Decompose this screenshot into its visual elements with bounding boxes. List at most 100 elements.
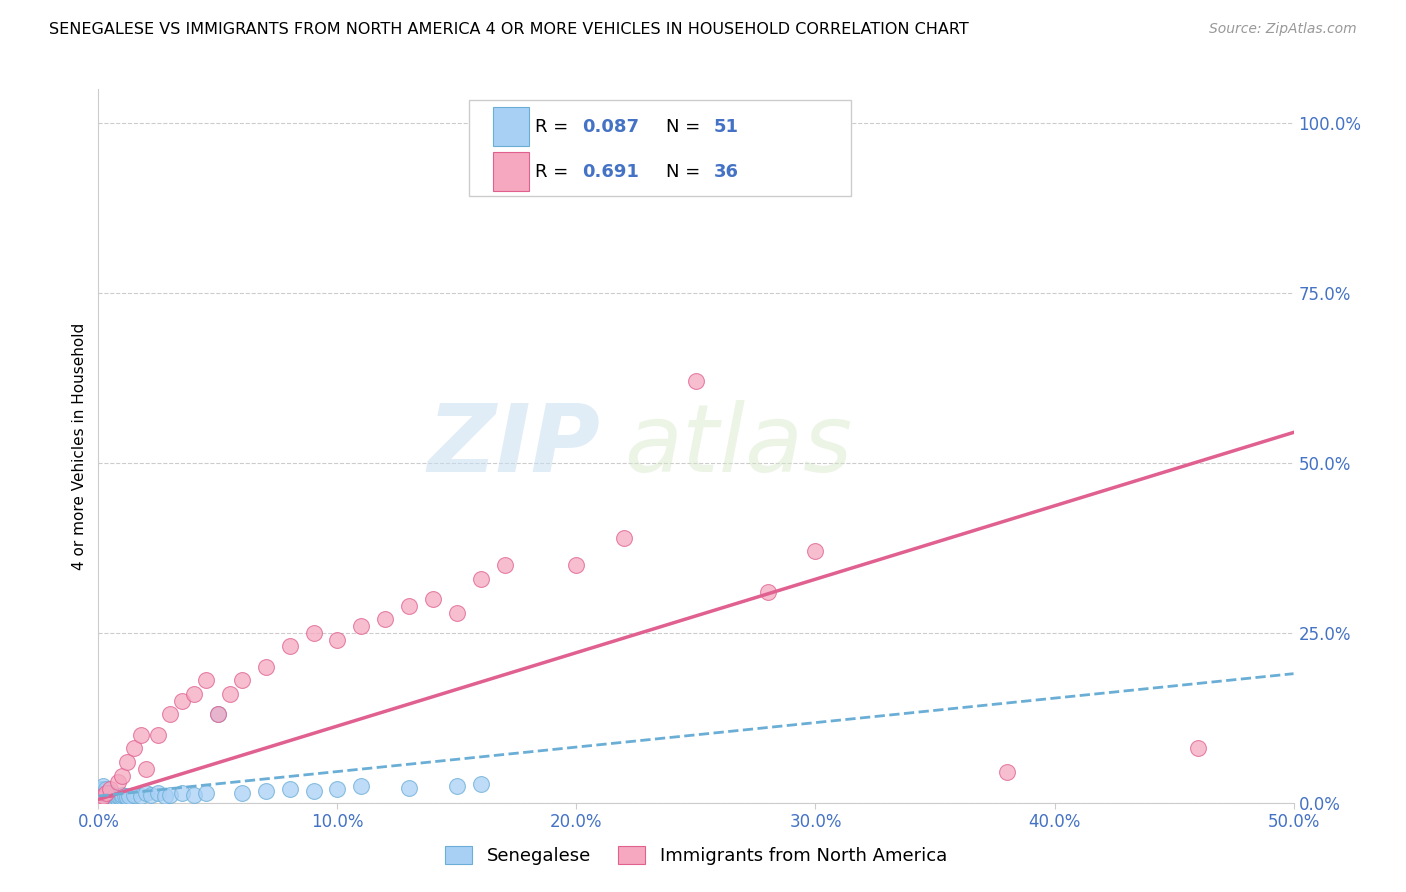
Point	[94, 782, 117, 797]
Point	[107, 792, 129, 806]
Point	[195, 673, 218, 688]
Text: R =: R =	[534, 118, 574, 136]
Point	[446, 779, 468, 793]
Point	[104, 789, 127, 803]
Point	[685, 375, 707, 389]
Point	[114, 789, 136, 803]
Text: R =: R =	[534, 163, 574, 181]
Point	[1187, 741, 1209, 756]
Point	[124, 788, 146, 802]
Point	[101, 789, 124, 803]
Point	[131, 728, 153, 742]
Text: 51: 51	[714, 118, 740, 136]
Point	[98, 782, 122, 797]
Point	[326, 632, 349, 647]
Point	[302, 783, 325, 797]
Point	[155, 789, 177, 803]
Point	[108, 790, 131, 805]
Point	[97, 792, 120, 806]
Point	[207, 707, 229, 722]
Legend: Senegalese, Immigrants from North America: Senegalese, Immigrants from North Americ…	[437, 838, 955, 872]
Text: Source: ZipAtlas.com: Source: ZipAtlas.com	[1209, 22, 1357, 37]
Point	[90, 792, 112, 806]
Point	[565, 558, 588, 572]
Point	[183, 788, 205, 802]
Point	[104, 792, 127, 806]
FancyBboxPatch shape	[470, 100, 852, 196]
Point	[398, 780, 420, 795]
FancyBboxPatch shape	[494, 153, 529, 192]
Point	[90, 782, 112, 797]
Point	[115, 790, 138, 805]
Point	[995, 765, 1018, 780]
Point	[159, 707, 181, 722]
Point	[107, 775, 129, 789]
Point	[254, 783, 277, 797]
Point	[374, 612, 396, 626]
Point	[350, 779, 373, 793]
Point	[254, 660, 277, 674]
Point	[135, 786, 157, 800]
Point	[98, 792, 122, 806]
Point	[350, 619, 373, 633]
Point	[195, 786, 218, 800]
Point	[90, 789, 112, 803]
Point	[111, 769, 134, 783]
Point	[207, 707, 229, 722]
Text: N =: N =	[666, 163, 706, 181]
Y-axis label: 4 or more Vehicles in Household: 4 or more Vehicles in Household	[72, 322, 87, 570]
Point	[91, 789, 114, 803]
Point	[422, 591, 444, 606]
Point	[91, 779, 114, 793]
FancyBboxPatch shape	[494, 107, 529, 146]
Point	[756, 585, 779, 599]
Point	[111, 790, 134, 805]
Point	[94, 792, 117, 806]
Point	[278, 782, 301, 797]
Point	[91, 789, 114, 803]
Point	[148, 786, 170, 800]
Point	[804, 544, 827, 558]
Point	[139, 788, 162, 802]
Point	[135, 762, 157, 776]
Point	[278, 640, 301, 654]
Point	[326, 782, 349, 797]
Point	[91, 792, 114, 806]
Text: N =: N =	[666, 118, 706, 136]
Point	[172, 786, 194, 800]
Point	[446, 606, 468, 620]
Point	[97, 786, 120, 800]
Point	[124, 741, 146, 756]
Point	[111, 788, 134, 802]
Text: SENEGALESE VS IMMIGRANTS FROM NORTH AMERICA 4 OR MORE VEHICLES IN HOUSEHOLD CORR: SENEGALESE VS IMMIGRANTS FROM NORTH AMER…	[49, 22, 969, 37]
Text: atlas: atlas	[624, 401, 852, 491]
Point	[91, 786, 114, 800]
Point	[172, 694, 194, 708]
Text: 0.087: 0.087	[582, 118, 640, 136]
Point	[101, 792, 124, 806]
Point	[118, 789, 141, 803]
Text: 0.691: 0.691	[582, 163, 640, 181]
Text: ZIP: ZIP	[427, 400, 600, 492]
Point	[131, 789, 153, 803]
Point	[107, 789, 129, 803]
Point	[94, 786, 117, 800]
Point	[91, 782, 114, 797]
Point	[90, 786, 112, 800]
Point	[97, 789, 120, 803]
Point	[159, 788, 181, 802]
Point	[94, 789, 117, 803]
Text: 36: 36	[714, 163, 740, 181]
Point	[219, 687, 242, 701]
Point	[148, 728, 170, 742]
Point	[302, 626, 325, 640]
Point	[398, 599, 420, 613]
Point	[183, 687, 205, 701]
Point	[90, 792, 112, 806]
Point	[231, 673, 253, 688]
Point	[494, 558, 516, 572]
Point	[98, 786, 122, 800]
Point	[98, 789, 122, 803]
Point	[231, 786, 253, 800]
Point	[470, 572, 492, 586]
